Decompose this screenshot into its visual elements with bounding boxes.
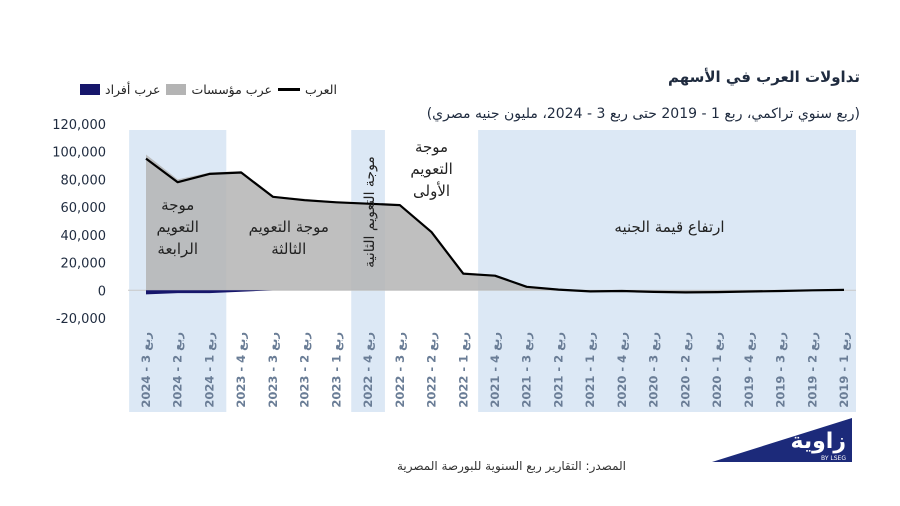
x-tick-label: ربع 4 - 2023 [234, 332, 248, 408]
x-tick-label: ربع 1 - 2020 [710, 332, 724, 408]
x-tick-label: ربع 2 - 2024 [171, 332, 185, 408]
legend-label-individuals: عرب أفراد [105, 81, 161, 97]
x-tick-label: ربع 3 - 2019 [774, 332, 788, 408]
area-series-1 [146, 290, 844, 295]
y-tick-label: 20,000 [61, 257, 107, 272]
legend-item-institutions: عرب مؤسسات [166, 81, 272, 97]
x-tick-label: ربع 1 - 2022 [456, 332, 470, 408]
x-tick-label: ربع 2 - 2021 [551, 332, 565, 408]
annotation-label: التعويم [157, 218, 199, 236]
annotations-layer: موجة التعويم الرابعة موجة التعويم الثالثة موج… [157, 138, 725, 268]
x-tick-label: ربع 1 - 2024 [202, 332, 216, 408]
x-tick-label: ربع 2 - 2020 [678, 332, 692, 408]
x-tick-label: ربع 1 - 2021 [583, 332, 597, 408]
source-text: المصدر: التقارير ربع السنوية للبورصة الم… [396, 459, 626, 473]
chart-subtitle: (ربع سنوي تراكمي، ربع 1 - 2019 حتى ربع 3… [426, 106, 860, 122]
y-tick-label: -20,000 [56, 312, 106, 327]
logo-text: زاوية [791, 429, 846, 454]
logo-wedge [712, 418, 852, 462]
y-tick-label: 80,000 [61, 173, 107, 188]
x-axis: ربع 3 - 2024 ربع 2 - 2024 ربع 1 - 2024 ربع … [139, 332, 851, 408]
x-tick-label: ربع 2 - 2023 [298, 332, 312, 408]
legend-label-arab-total: العرب [304, 81, 337, 97]
legend-item-arab-total: العرب [277, 81, 337, 97]
line-layer [145, 157, 845, 294]
x-tick-label: ربع 3 - 2020 [647, 332, 661, 408]
line-series-2 [145, 157, 845, 294]
logo: زاوية BY LSEG [712, 418, 852, 462]
annotation-label: موجة [161, 196, 194, 214]
x-tick-label: ربع 4 - 2019 [742, 332, 756, 408]
y-tick-label: 100,000 [52, 146, 106, 161]
x-tick-label: ربع 4 - 2021 [488, 332, 502, 408]
legend-swatch-gray [166, 83, 187, 95]
annotation-label: موجة التعويم الثانية [362, 156, 378, 268]
x-tick-label: ربع 2 - 2019 [805, 332, 819, 408]
annotation-label: موجة [415, 138, 448, 156]
y-tick-label: 0 [98, 284, 106, 299]
shaded-band-2 [478, 130, 856, 412]
y-tick-label: 120,000 [52, 118, 106, 133]
x-tick-label: ربع 3 - 2024 [139, 332, 153, 408]
x-tick-label: ربع 1 - 2019 [837, 332, 851, 408]
legend-swatch-navy [80, 83, 100, 95]
areas-layer [146, 154, 844, 295]
x-tick-label: ربع 4 - 2020 [615, 332, 629, 408]
legend-label-institutions: عرب مؤسسات [191, 81, 272, 97]
x-tick-label: ربع 4 - 2022 [361, 332, 375, 408]
x-tick-label: ربع 1 - 2023 [329, 332, 343, 408]
annotation-label: الرابعة [157, 240, 198, 258]
annotation-label: الأولى [413, 181, 450, 200]
x-tick-label: ربع 3 - 2021 [520, 332, 534, 408]
legend: العرب عرب مؤسسات عرب أفراد [80, 78, 337, 100]
chart-title: تداولات العرب في الأسهم [667, 68, 860, 86]
annotation-label: موجة التعويم [249, 218, 329, 236]
x-tick-label: ربع 2 - 2022 [425, 332, 439, 408]
y-axis: 120,000 100,000 80,000 60,000 40,000 20,000 0 -… [52, 118, 106, 327]
logo-sub: BY LSEG [821, 455, 846, 462]
x-tick-label: ربع 3 - 2022 [393, 332, 407, 408]
y-tick-label: 40,000 [61, 229, 107, 244]
area-series-0 [146, 154, 844, 292]
legend-swatch-line [277, 87, 300, 91]
annotation-label: التعويم [410, 160, 452, 178]
y-tick-label: 60,000 [61, 201, 107, 216]
annotation-label: ارتفاع قيمة الجنيه [614, 218, 724, 236]
annotation-label: الثالثة [271, 240, 306, 258]
legend-item-individuals: عرب أفراد [80, 82, 160, 97]
x-tick-label: ربع 3 - 2023 [266, 332, 280, 408]
